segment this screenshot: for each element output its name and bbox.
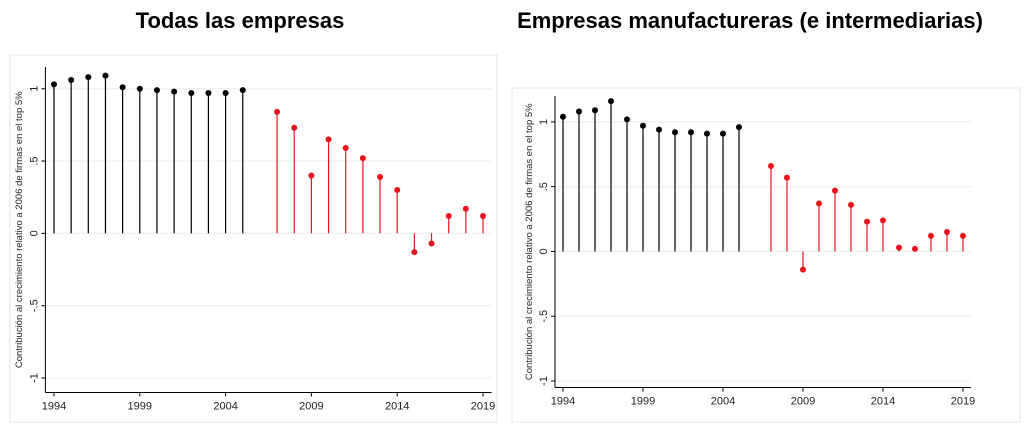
y-tick-label: .5 bbox=[28, 156, 40, 165]
stem-dot bbox=[480, 213, 487, 220]
stem-dot bbox=[592, 107, 598, 114]
x-tick-label: 1994 bbox=[42, 400, 66, 412]
x-tick-label: 1994 bbox=[551, 395, 575, 407]
stem-dot bbox=[359, 155, 366, 162]
y-tick-label: 0 bbox=[538, 248, 550, 254]
x-tick-label: 2004 bbox=[213, 400, 237, 412]
stem-dot bbox=[394, 186, 401, 193]
stem-dot bbox=[291, 124, 298, 131]
stem-dot bbox=[784, 174, 790, 181]
stem-dot bbox=[944, 229, 950, 236]
stem-dot bbox=[222, 90, 229, 97]
stem-dot bbox=[656, 126, 662, 133]
stem-dot bbox=[912, 245, 918, 252]
stem-dot bbox=[411, 249, 418, 256]
stem-dot bbox=[205, 90, 212, 97]
stem-dot bbox=[68, 77, 75, 84]
y-tick-label: -1 bbox=[28, 373, 40, 383]
x-tick-label: 2019 bbox=[951, 395, 975, 407]
x-tick-label: 2014 bbox=[385, 400, 409, 412]
stem-dot bbox=[576, 108, 582, 115]
stem-dot bbox=[704, 130, 710, 137]
y-tick-label: -.5 bbox=[538, 310, 550, 323]
stem-dot bbox=[102, 72, 109, 79]
stem-dot bbox=[274, 108, 281, 115]
y-tick-label: 1 bbox=[28, 86, 40, 92]
stem-dot bbox=[136, 85, 143, 92]
stem-dot bbox=[171, 88, 178, 95]
y-tick-label: .5 bbox=[538, 182, 550, 191]
x-tick-label: 2009 bbox=[299, 400, 323, 412]
stem-dot bbox=[560, 113, 566, 120]
stem-dot bbox=[377, 173, 384, 180]
stem-dot bbox=[768, 162, 774, 169]
stem-dot bbox=[800, 266, 806, 273]
stem-dot bbox=[896, 244, 902, 251]
stem-dot bbox=[342, 145, 349, 152]
stem-dot bbox=[928, 232, 934, 239]
stem-dot bbox=[428, 240, 435, 247]
y-tick-label: 0 bbox=[28, 230, 40, 236]
stem-dot bbox=[880, 217, 886, 224]
x-tick-label: 2019 bbox=[471, 400, 495, 412]
stem-dot bbox=[85, 74, 92, 81]
x-tick-label: 2014 bbox=[871, 395, 895, 407]
chart-title: Todas las empresas bbox=[136, 8, 345, 33]
stem-dot bbox=[325, 136, 332, 143]
stem-dot bbox=[308, 172, 315, 179]
x-tick-label: 2004 bbox=[711, 395, 735, 407]
stem-dot bbox=[848, 201, 854, 208]
x-tick-label: 1999 bbox=[631, 395, 655, 407]
stem-dot bbox=[239, 87, 246, 94]
y-tick-label: -1 bbox=[538, 376, 550, 386]
stem-dot bbox=[864, 218, 870, 225]
stem-dot bbox=[624, 116, 630, 123]
x-tick-label: 2009 bbox=[791, 395, 815, 407]
stem-dot bbox=[672, 129, 678, 136]
stem-dot bbox=[153, 87, 160, 94]
stem-dot bbox=[462, 205, 469, 212]
stem-dot bbox=[688, 129, 694, 136]
stem-dot bbox=[608, 98, 614, 105]
y-tick-label: 1 bbox=[538, 119, 550, 125]
chart-title: Empresas manufactureras (e intermediaria… bbox=[517, 8, 983, 33]
y-axis-label: Contribución al crecimiento relativo a 2… bbox=[14, 91, 25, 368]
stem-dot bbox=[832, 187, 838, 194]
y-axis-label: Contribución al crecimiento relativo a 2… bbox=[524, 103, 535, 380]
y-tick-label: -.5 bbox=[28, 299, 40, 312]
stem-dot bbox=[960, 232, 966, 239]
stem-dot bbox=[720, 130, 726, 137]
stem-dot bbox=[736, 124, 742, 131]
stem-dot bbox=[119, 84, 126, 91]
stem-dot bbox=[50, 81, 57, 88]
stem-dot bbox=[640, 122, 646, 129]
panel-frame bbox=[511, 87, 1021, 423]
stem-dot bbox=[816, 200, 822, 207]
stem-dot bbox=[188, 90, 195, 97]
panel-frame bbox=[9, 54, 498, 423]
stem-dot bbox=[445, 213, 452, 220]
x-tick-label: 1999 bbox=[128, 400, 152, 412]
